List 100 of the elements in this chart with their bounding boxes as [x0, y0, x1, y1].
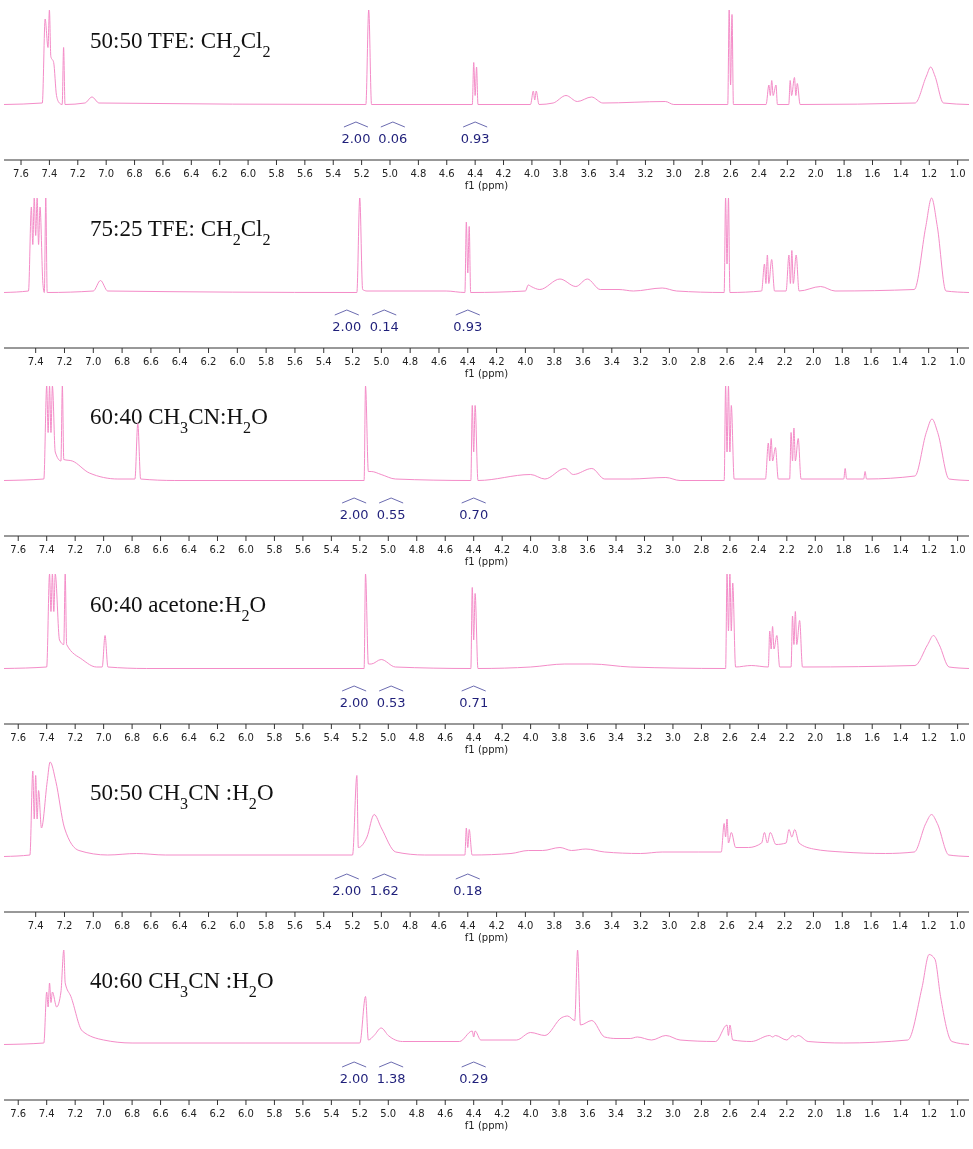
x-tick-label: 7.0: [95, 544, 112, 555]
x-tick-label: 7.2: [69, 168, 86, 179]
x-tick-label: 4.8: [402, 356, 419, 367]
x-tick-label: 7.4: [41, 168, 58, 179]
x-tick-label: 3.2: [636, 1108, 653, 1119]
x-tick-label: 5.2: [351, 732, 368, 743]
x-tick-label: 2.2: [776, 920, 793, 931]
x-tick-label: 6.2: [209, 544, 226, 555]
annotation: 0.70: [459, 507, 489, 522]
x-tick-label: 6.8: [124, 1108, 141, 1119]
x-tick-label: 4.8: [408, 732, 425, 743]
x-tick-label: 2.4: [750, 732, 767, 743]
x-tick-label: 3.2: [632, 920, 649, 931]
x-tick-label: 2.0: [805, 920, 822, 931]
x-tick-label: 2.2: [776, 356, 793, 367]
x-tick-label: 7.2: [56, 920, 73, 931]
annotation: 0.29: [459, 1071, 489, 1086]
x-tick-label: 1.8: [834, 356, 851, 367]
annotation: 1.38: [376, 1071, 406, 1086]
x-tick-label: 7.0: [95, 1108, 112, 1119]
x-tick-label: 7.2: [67, 732, 84, 743]
x-tick-label: 6.0: [229, 356, 246, 367]
x-tick-label: 5.4: [323, 544, 340, 555]
x-tick-label: 7.2: [56, 356, 73, 367]
x-tick-label: 3.4: [608, 544, 624, 555]
x-tick-label: 2.0: [807, 168, 824, 179]
x-tick-label: 3.0: [661, 356, 678, 367]
x-tick-label: 6.2: [211, 168, 228, 179]
x-tick-label: 4.0: [517, 356, 534, 367]
x-tick-label: 1.8: [835, 544, 852, 555]
x-tick-label: 4.4: [465, 732, 482, 743]
x-tick-label: 1.8: [834, 920, 851, 931]
x-tick-label: 3.8: [551, 1108, 568, 1119]
x-tick-label: 2.4: [750, 1108, 767, 1119]
x-tick-label: 7.0: [85, 356, 102, 367]
x-axis-title: f1 (ppm): [464, 556, 509, 567]
x-tick-label: 2.6: [719, 356, 735, 367]
x-tick-label: 1.6: [864, 732, 881, 743]
x-tick-label: 6.6: [154, 168, 171, 179]
x-tick-label: 1.4: [892, 544, 909, 555]
x-tick-label: 4.0: [522, 544, 539, 555]
x-tick-label: 7.0: [95, 732, 112, 743]
x-tick-label: 4.8: [410, 168, 427, 179]
x-tick-label: 5.4: [315, 356, 332, 367]
annotation: 0.14: [369, 319, 399, 334]
x-tick-label: 6.4: [171, 920, 188, 931]
x-tick-label: 6.2: [200, 356, 217, 367]
x-tick-label: 5.4: [325, 168, 342, 179]
text: 40:60 CH$_{3}$CN :H$_{2}$O: [90, 968, 274, 1000]
x-tick-label: 5.6: [294, 1108, 311, 1119]
x-tick-label: 3.4: [608, 732, 624, 743]
x-tick-label: 3.4: [603, 356, 620, 367]
x-tick-label: 3.2: [636, 544, 653, 555]
x-tick-label: 5.4: [323, 1108, 340, 1119]
text: 75:25 TFE: CH$_{2}$Cl$_{2}$: [90, 216, 271, 248]
annotation: 2.00: [339, 507, 369, 522]
x-tick-label: 6.6: [152, 1108, 169, 1119]
annotation: 0.53: [376, 695, 406, 710]
x-tick-label: 4.4: [465, 544, 482, 555]
x-tick-label: 7.4: [27, 920, 44, 931]
x-tick-label: 4.6: [437, 544, 454, 555]
x-tick-label: 1.6: [864, 544, 881, 555]
x-tick-label: 6.6: [142, 356, 159, 367]
x-tick-label: 7.0: [98, 168, 115, 179]
x-tick-label: 1.2: [921, 732, 938, 743]
x-tick-label: 6.4: [181, 544, 197, 555]
x-tick-label: 2.0: [805, 356, 822, 367]
x-tick-label: 4.4: [459, 920, 476, 931]
x-tick-label: 6.6: [152, 732, 169, 743]
x-axis-title: f1 (ppm): [464, 744, 509, 755]
x-tick-label: 2.6: [719, 920, 735, 931]
x-tick-label: 3.0: [665, 544, 681, 555]
x-tick-label: 3.6: [580, 168, 597, 179]
x-tick-label: 1.2: [921, 544, 938, 555]
x-tick-label: 1.0: [949, 1108, 966, 1119]
x-tick-label: 3.2: [636, 732, 653, 743]
x-tick-label: 7.6: [10, 1108, 27, 1119]
annotation: 0.71: [459, 695, 489, 710]
annotation: 0.93: [453, 319, 483, 334]
x-tick-label: 2.0: [807, 732, 824, 743]
annotation: 2.00: [339, 695, 369, 710]
x-tick-label: 3.0: [661, 920, 678, 931]
x-tick-label: 6.0: [240, 168, 257, 179]
x-tick-label: 4.4: [467, 168, 484, 179]
x-tick-label: 3.8: [546, 356, 563, 367]
x-tick-label: 3.8: [551, 732, 568, 743]
x-tick-label: 7.0: [85, 920, 102, 931]
x-tick-label: 5.0: [380, 1108, 397, 1119]
x-tick-label: 3.0: [665, 168, 682, 179]
x-tick-label: 4.6: [438, 168, 455, 179]
x-tick-label: 1.6: [863, 920, 880, 931]
annotation: 2.00: [332, 319, 362, 334]
x-tick-label: 2.8: [690, 920, 707, 931]
x-tick-label: 1.2: [920, 356, 937, 367]
x-tick-label: 2.8: [690, 356, 707, 367]
x-tick-label: 6.0: [238, 544, 254, 555]
x-tick-label: 6.2: [200, 920, 217, 931]
x-tick-label: 5.2: [344, 356, 361, 367]
x-tick-label: 6.6: [142, 920, 159, 931]
x-tick-label: 1.0: [949, 168, 966, 179]
